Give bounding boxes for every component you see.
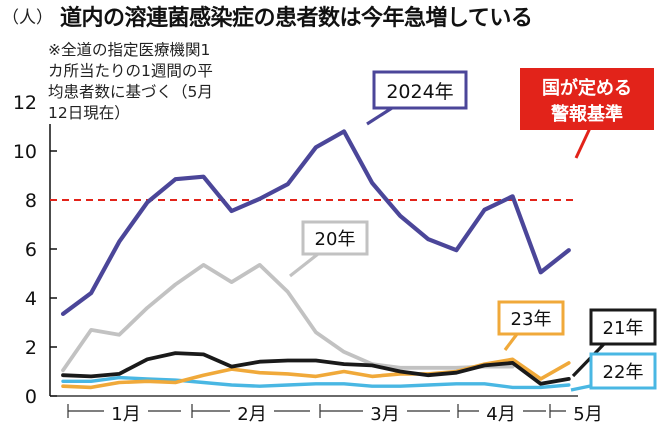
chart-title: 道内の溶連菌感染症の患者数は今年急増している <box>60 6 533 31</box>
series-callout-box <box>372 70 468 110</box>
y-tick-label: 0 <box>25 386 37 408</box>
series-label: 2024年 <box>386 81 453 103</box>
note-line: 均患者数に基づく（5月 <box>48 83 213 101</box>
note-line: ※全道の指定医療機関1 <box>48 41 211 59</box>
y-tick-label: 6 <box>25 239 37 261</box>
x-month-label: 4月 <box>486 404 515 425</box>
y-tick-label: 12 <box>13 92 37 114</box>
month-label-bg <box>566 401 610 423</box>
series-line-2024年 <box>60 129 571 316</box>
series-callout-box <box>301 220 369 256</box>
series-callout-box <box>589 308 657 346</box>
series-line-20年 <box>61 262 515 373</box>
series-callout-box <box>589 352 657 390</box>
threshold-callout-box <box>520 68 654 130</box>
month-label-bg <box>104 401 148 423</box>
series-label: 20年 <box>315 229 356 250</box>
y-tick-label: 10 <box>13 141 37 163</box>
series-line-22年 <box>61 375 571 390</box>
threshold-label: 国が定める <box>542 77 632 99</box>
x-month-label: 2月 <box>237 404 266 425</box>
y-axis-unit-label: （人） <box>2 8 53 28</box>
series-callout-leader <box>289 252 319 278</box>
series-callout-leader <box>571 342 606 378</box>
note-line: 12日現在） <box>48 104 130 122</box>
series-callout-box <box>497 300 565 336</box>
y-tick-label: 4 <box>25 288 37 310</box>
series-label: 22年 <box>603 362 644 383</box>
threshold-callout-leader <box>574 127 592 159</box>
month-label-bg <box>363 401 407 423</box>
series-label: 23年 <box>511 309 552 330</box>
series-label: 21年 <box>603 318 644 339</box>
month-label-bg <box>479 401 523 423</box>
y-tick-label: 2 <box>25 337 37 359</box>
chart-note: ※全道の指定医療機関1 カ所当たりの1週間の平 均患者数に基づく（5月 12日現… <box>48 40 298 124</box>
y-tick-label: 8 <box>25 190 37 212</box>
series-line-21年 <box>61 351 571 386</box>
x-month-label: 1月 <box>111 404 140 425</box>
series-callout-leader <box>503 333 519 351</box>
series-callout-leader <box>366 106 393 126</box>
note-line: カ所当たりの1週間の平 <box>48 62 213 80</box>
threshold-label: 警報基準 <box>551 103 623 125</box>
x-month-label: 3月 <box>370 404 399 425</box>
month-label-bg <box>230 401 274 423</box>
x-month-label: 5月 <box>573 404 602 425</box>
